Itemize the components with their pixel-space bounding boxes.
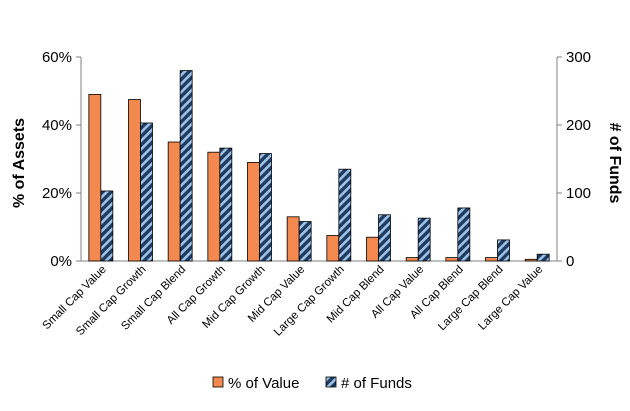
bar-funds-2 [140, 122, 153, 262]
bar-funds-11 [497, 239, 510, 262]
bar-marks [88, 70, 550, 262]
legend: % of Value # of Funds [212, 375, 412, 392]
right-tick-label: 0 [566, 253, 574, 270]
legend-label-funds: # of Funds [341, 375, 412, 392]
left-axis-ticks: 0% 20% 40% 60% [42, 49, 81, 270]
bar-funds-9 [417, 217, 431, 262]
legend-swatch-value [212, 376, 224, 388]
category-label: Small Cap Growth [74, 264, 148, 338]
bar-value-7 [326, 235, 340, 262]
right-tick-label: 100 [566, 185, 591, 202]
bar-value-3 [167, 141, 181, 262]
bar-value-4 [207, 151, 221, 262]
bar-value-11 [485, 257, 498, 262]
left-tick-label: 0% [50, 253, 72, 270]
bar-funds-6 [298, 221, 312, 262]
bar-funds-10 [457, 207, 471, 262]
right-tick-label: 300 [566, 49, 591, 66]
right-axis-ticks: 0 100 200 300 [557, 49, 591, 270]
bar-value-8 [366, 236, 379, 262]
bar-funds-1 [100, 190, 114, 262]
bar-funds-4 [219, 147, 233, 262]
category-label: Large Cap Growth [272, 264, 347, 339]
right-tick-label: 200 [566, 117, 591, 134]
legend-label-value: % of Value [228, 375, 299, 392]
left-tick-label: 60% [42, 49, 72, 66]
bar-value-10 [445, 257, 459, 262]
bar-funds-12 [536, 253, 550, 262]
bar-value-6 [286, 216, 300, 262]
left-tick-label: 20% [42, 185, 72, 202]
bar-value-9 [405, 257, 419, 262]
bar-value-5 [247, 161, 260, 262]
bar-value-1 [88, 94, 102, 262]
right-axis-title: # of Funds [606, 123, 623, 204]
bar-funds-8 [378, 214, 391, 262]
chart-axes [80, 57, 558, 262]
bar-funds-7 [338, 168, 352, 262]
left-tick-label: 40% [42, 117, 72, 134]
bar-funds-5 [259, 153, 272, 262]
bar-value-12 [524, 258, 538, 262]
bar-funds-3 [179, 70, 193, 262]
bar-value-2 [128, 99, 141, 262]
legend-swatch-funds [325, 376, 337, 388]
left-axis-title: % of Assets [11, 118, 28, 208]
